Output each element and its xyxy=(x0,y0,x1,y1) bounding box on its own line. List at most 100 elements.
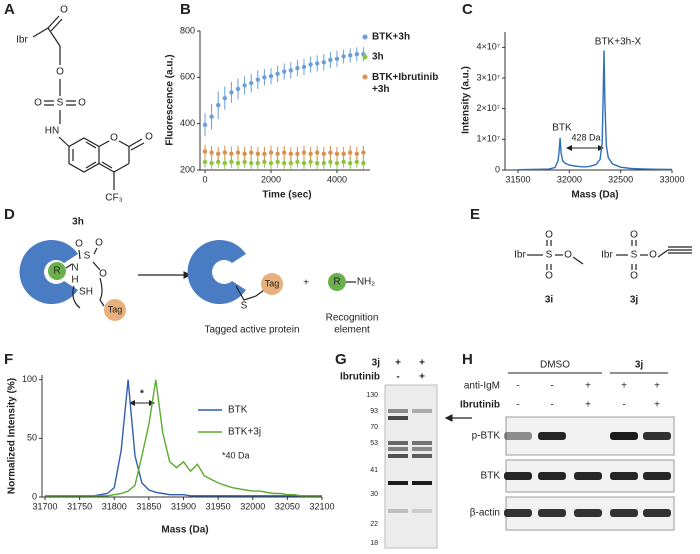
panel-label: E xyxy=(470,206,480,223)
y-tick-label: 600 xyxy=(180,72,195,82)
band xyxy=(388,481,408,485)
point xyxy=(354,159,359,165)
x-tick-label: 2000 xyxy=(261,174,281,184)
point xyxy=(235,160,241,166)
point xyxy=(216,159,221,165)
legend-label: BTK+3j xyxy=(228,427,261,438)
point xyxy=(262,159,267,165)
band xyxy=(388,454,408,458)
x-tick-label: 31700 xyxy=(32,501,57,511)
legend-label: 3h xyxy=(372,52,384,63)
legend-label: BTK+3h xyxy=(372,32,410,43)
band xyxy=(574,472,602,480)
legend-line: +3h xyxy=(372,84,390,95)
point xyxy=(235,86,241,92)
band xyxy=(643,509,671,517)
point xyxy=(242,83,247,88)
band xyxy=(643,472,671,480)
group-label: 3j xyxy=(635,360,644,371)
legend-label: BTK+Ibrutinib +3h xyxy=(372,72,438,95)
point xyxy=(229,90,234,95)
atom: O xyxy=(545,230,553,241)
y-tick-label: 50 xyxy=(27,433,37,443)
legend-marker xyxy=(362,34,368,40)
atom: O xyxy=(145,132,153,143)
tag: Tag xyxy=(265,278,280,288)
structure-a-bonds xyxy=(32,15,145,190)
y-tick-label: 2×10⁷ xyxy=(476,103,500,113)
point xyxy=(295,65,300,71)
point xyxy=(242,151,247,156)
legend-marker xyxy=(362,74,368,80)
point xyxy=(348,150,353,155)
sign: + xyxy=(654,381,660,392)
panel-label: B xyxy=(180,1,191,18)
point xyxy=(308,159,313,165)
point xyxy=(308,62,313,67)
y-tick-label: 100 xyxy=(22,374,37,384)
x-tick-label: 31800 xyxy=(102,501,127,511)
panel-label: A xyxy=(4,1,15,18)
point xyxy=(348,160,353,166)
sign: - xyxy=(396,372,399,383)
x-tick-label: 31750 xyxy=(67,501,92,511)
sign: + xyxy=(419,358,425,369)
annotation: BTK xyxy=(552,123,572,134)
point xyxy=(328,57,333,63)
atom: N xyxy=(71,263,78,274)
point xyxy=(229,151,234,156)
atom: R xyxy=(53,266,60,277)
point xyxy=(341,54,346,59)
point xyxy=(328,159,333,165)
sign: + xyxy=(395,358,401,369)
point xyxy=(216,102,221,108)
band xyxy=(412,454,432,458)
marker-label: 93 xyxy=(370,408,378,415)
x-tick-label: 4000 xyxy=(327,174,347,184)
band xyxy=(538,509,566,517)
atom: O xyxy=(56,67,64,78)
atom: O xyxy=(649,250,657,261)
atom: Ibr xyxy=(601,250,613,261)
panel-label: D xyxy=(4,206,15,223)
atom: SH xyxy=(79,287,93,298)
panel-label: G xyxy=(335,351,347,368)
point xyxy=(268,160,274,166)
marker-label: 53 xyxy=(370,440,378,447)
band xyxy=(538,472,566,480)
sign: - xyxy=(622,400,625,411)
point xyxy=(249,160,254,166)
point xyxy=(334,56,340,61)
atom: O xyxy=(60,5,68,16)
y-axis-label: Intensity (a.u.) xyxy=(461,66,472,134)
band xyxy=(504,509,532,517)
band xyxy=(610,432,638,440)
point xyxy=(354,51,359,57)
atom: O xyxy=(630,230,638,241)
row-label: Ibrutinib xyxy=(340,372,380,383)
marker-label: 18 xyxy=(370,540,378,547)
y-tick-label: 0 xyxy=(32,491,37,501)
legend-label: BTK xyxy=(228,405,248,416)
band xyxy=(388,447,408,451)
point xyxy=(255,160,260,166)
tag: Tag xyxy=(108,304,123,314)
band xyxy=(412,409,432,413)
band xyxy=(504,432,532,440)
x-tick-label: 33000 xyxy=(659,174,684,184)
atom: HN xyxy=(45,126,59,137)
sign: + xyxy=(585,400,591,411)
point xyxy=(255,77,260,82)
atom: S xyxy=(631,250,638,261)
y-tick-label: 200 xyxy=(180,164,195,174)
atom: NH₂ xyxy=(357,277,375,288)
point xyxy=(321,151,326,156)
point xyxy=(354,151,359,156)
y-tick-label: 0 xyxy=(495,164,500,174)
point xyxy=(334,160,340,166)
x-tick-label: 32000 xyxy=(240,501,265,511)
annotation: BTK+3h-X xyxy=(595,37,642,48)
point xyxy=(275,159,280,165)
atom: O xyxy=(110,133,118,144)
marker-label: 70 xyxy=(370,424,378,431)
